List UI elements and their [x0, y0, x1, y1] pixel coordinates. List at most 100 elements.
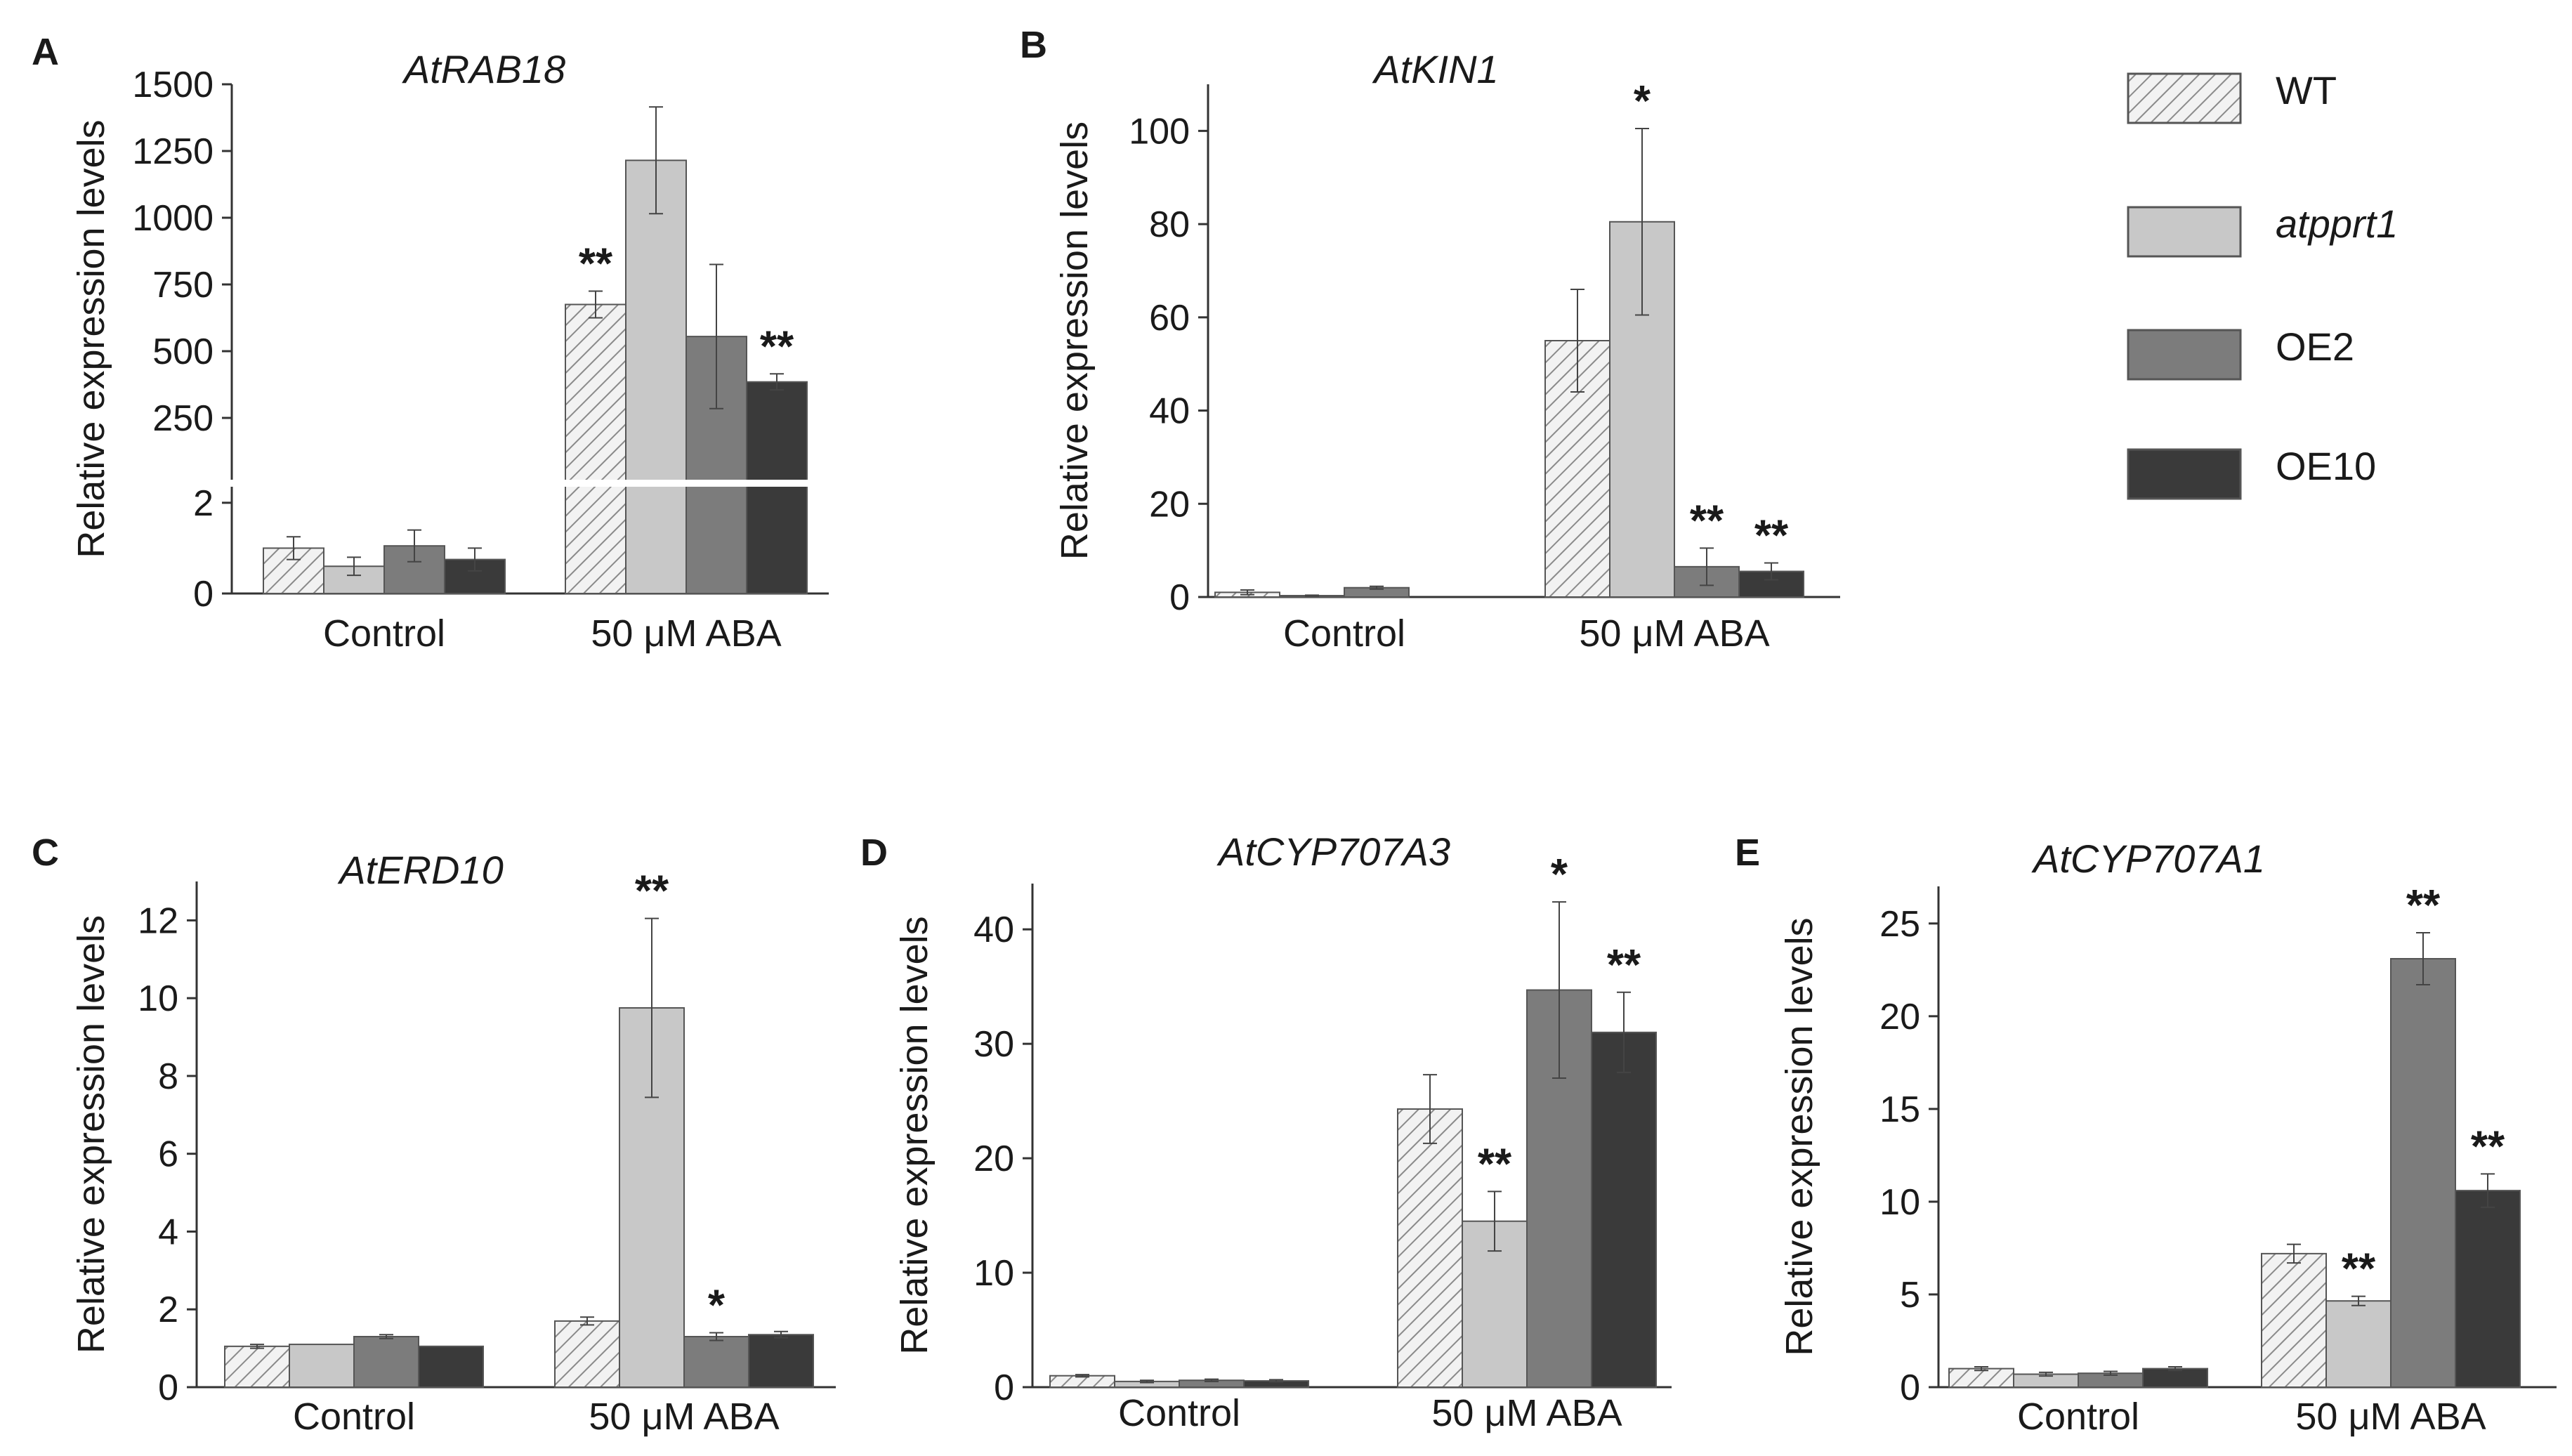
significance-label: *	[1634, 77, 1651, 126]
significance-label: **	[760, 322, 794, 371]
bar-wt	[554, 1320, 620, 1389]
y-tick-label: 1500	[132, 65, 214, 105]
chart-title: AtKIN1	[1372, 47, 1498, 91]
chart-title: AtCYP707A3	[1216, 829, 1450, 874]
y-tick-label: 30	[973, 1024, 1014, 1065]
y-tick-label: 20	[973, 1139, 1014, 1179]
y-tick-label: 0	[1169, 577, 1190, 618]
significance-label: *	[708, 1281, 726, 1330]
y-tick-label: 750	[152, 265, 214, 306]
bar-atpprt1	[289, 1344, 355, 1388]
bar-oe10	[746, 381, 808, 594]
bar-atpprt1	[2325, 1300, 2391, 1389]
significance-label: **	[635, 867, 669, 916]
significance-label: **	[1690, 497, 1724, 545]
y-axis-label: Relative expression levels	[70, 915, 112, 1353]
y-tick-label: 100	[1129, 111, 1190, 152]
legend: WT atpprt1 OE2 OE10	[2127, 68, 2398, 500]
significance-label: **	[1478, 1140, 1512, 1188]
y-tick-label: 250	[152, 398, 214, 439]
y-tick-label: 1250	[132, 131, 214, 172]
panel-letter: C	[32, 832, 59, 874]
x-tick-label: 50 μM ABA	[2295, 1396, 2486, 1438]
y-axis-label: Relative expression levels	[1054, 122, 1096, 560]
chart-title: AtCYP707A1	[2031, 837, 2265, 881]
x-tick-label: 50 μM ABA	[1431, 1392, 1622, 1434]
y-tick-label: 10	[138, 978, 178, 1019]
significance-label: **	[2471, 1122, 2505, 1171]
bar-oe10	[2455, 1190, 2521, 1388]
y-tick-label: 0	[994, 1368, 1014, 1408]
legend-swatch-wt	[2127, 72, 2242, 124]
y-tick-label: 10	[973, 1253, 1014, 1294]
bar-oe2	[683, 1336, 749, 1388]
y-tick-label: 0	[158, 1368, 178, 1408]
y-tick-label: 8	[158, 1056, 178, 1097]
y-tick-label: 2	[158, 1290, 178, 1330]
y-tick-label: 20	[1879, 997, 1920, 1037]
significance-label: **	[2342, 1245, 2376, 1294]
legend-item-mut: atpprt1	[2127, 202, 2398, 258]
panel-d: D AtCYP707A3 Relative expression levels 0 10…	[860, 829, 1672, 1434]
bar-atpprt1	[625, 159, 687, 595]
panel-letter: D	[860, 832, 888, 874]
x-tick-label: Control	[2017, 1396, 2139, 1438]
y-tick-label: 6	[158, 1134, 178, 1175]
y-tick-label: 40	[973, 910, 1014, 950]
x-tick-label: 50 μM ABA	[1579, 612, 1769, 655]
panel-letter: B	[1020, 24, 1047, 66]
legend-label-oe10: OE10	[2276, 444, 2376, 488]
y-tick-label: 20	[1149, 484, 1190, 525]
y-tick-label: 1000	[132, 198, 214, 239]
y-axis-label: Relative expression levels	[1778, 917, 1820, 1356]
y-tick-label: 2	[193, 483, 214, 524]
panel-b: B AtKIN1 Relative expression levels 0 20 40 60…	[1020, 24, 1840, 655]
x-tick-label: Control	[323, 612, 445, 655]
y-tick-label: 10	[1879, 1182, 1920, 1223]
bar-oe2	[353, 1336, 419, 1388]
legend-swatch-oe10	[2127, 448, 2242, 500]
y-tick-label: 0	[193, 574, 214, 615]
legend-label-oe2: OE2	[2276, 324, 2354, 369]
bar-oe10	[1591, 1031, 1657, 1389]
y-tick-label: 12	[138, 900, 178, 941]
legend-swatch-oe2	[2127, 329, 2242, 381]
legend-item-oe2: OE2	[2127, 324, 2354, 381]
y-tick-label: 4	[158, 1212, 178, 1252]
bar-wt	[565, 303, 626, 594]
legend-item-wt: WT	[2127, 68, 2337, 124]
legend-swatch-mut	[2127, 206, 2242, 258]
significance-label: **	[1754, 512, 1789, 560]
bar-oe10	[748, 1334, 814, 1388]
panel-a: A AtRAB18 Relative expression levels 0 2 250 5…	[32, 31, 829, 655]
legend-label-mut: atpprt1	[2276, 202, 2398, 246]
y-tick-label: 15	[1879, 1089, 1920, 1130]
x-tick-label: 50 μM ABA	[589, 1396, 779, 1438]
bar-oe2	[2390, 957, 2456, 1388]
panel-c: C AtERD10 Relative expression levels 0 2 4 6 8 1…	[32, 832, 836, 1438]
axis-break-band	[218, 480, 829, 487]
chart-title: AtERD10	[337, 848, 503, 892]
x-tick-label: Control	[1118, 1392, 1240, 1434]
panel-e: E AtCYP707A1 Relative expression levels 0 5 1…	[1735, 832, 2557, 1438]
x-tick-label: Control	[293, 1396, 415, 1438]
y-tick-label: 0	[1900, 1368, 1920, 1408]
y-tick-label: 25	[1879, 904, 1920, 945]
x-tick-label: Control	[1283, 612, 1405, 655]
significance-label: **	[2406, 881, 2441, 930]
significance-label: *	[1551, 851, 1568, 899]
y-axis-label: Relative expression levels	[893, 916, 936, 1354]
y-tick-label: 80	[1149, 204, 1190, 245]
y-tick-label: 40	[1149, 391, 1190, 432]
panel-letter: A	[32, 31, 59, 73]
panel-letter: E	[1735, 832, 1760, 874]
y-tick-label: 60	[1149, 298, 1190, 339]
significance-label: **	[1607, 941, 1641, 990]
significance-label: **	[579, 240, 613, 289]
bar-wt	[2261, 1252, 2327, 1389]
y-axis-label: Relative expression levels	[70, 119, 112, 558]
y-tick-label: 500	[152, 332, 214, 372]
legend-label-wt: WT	[2276, 68, 2337, 112]
